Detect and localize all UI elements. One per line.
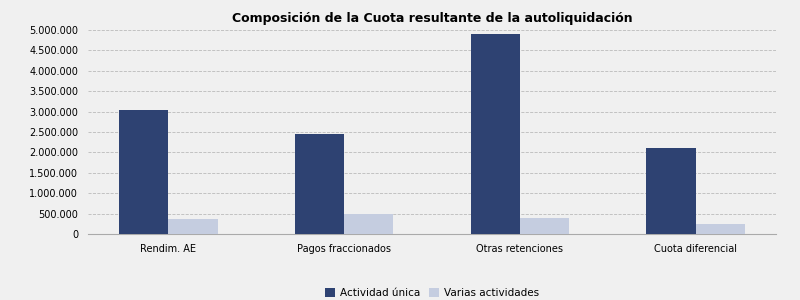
- Title: Composición de la Cuota resultante de la autoliquidación: Composición de la Cuota resultante de la…: [232, 12, 632, 25]
- Bar: [520, 218, 569, 234]
- Bar: [119, 110, 169, 234]
- Bar: [695, 224, 745, 234]
- Bar: [344, 214, 394, 234]
- Bar: [295, 134, 344, 234]
- Bar: [646, 148, 695, 234]
- Bar: [169, 219, 218, 234]
- Bar: [470, 34, 520, 234]
- Legend: Actividad única, Varias actividades: Actividad única, Varias actividades: [320, 284, 544, 300]
